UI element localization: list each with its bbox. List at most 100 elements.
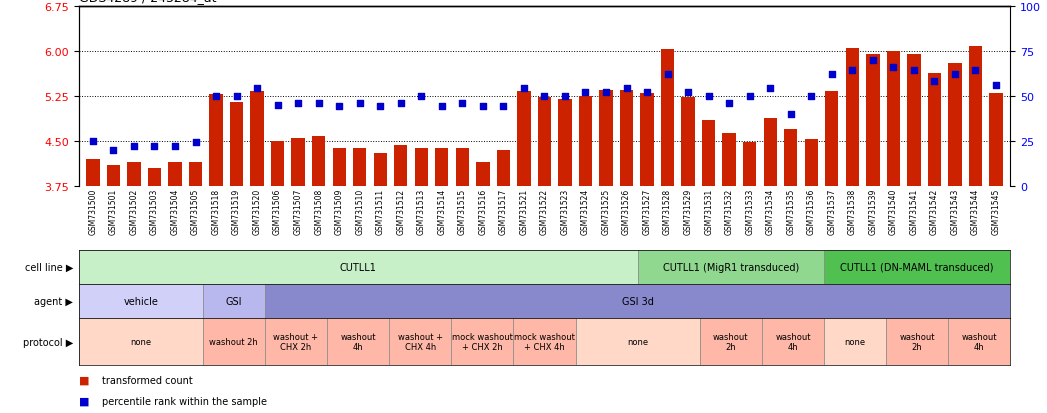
Bar	[701, 121, 715, 186]
Bar	[86, 159, 99, 186]
Bar	[271, 141, 285, 186]
Point	[454, 100, 471, 107]
Point	[433, 104, 450, 111]
Bar	[949, 64, 961, 186]
Text: protocol ▶: protocol ▶	[23, 337, 73, 347]
Text: GSM731526: GSM731526	[622, 188, 631, 234]
Point	[207, 93, 224, 100]
Point	[557, 93, 574, 100]
Bar	[866, 55, 879, 186]
Point	[987, 82, 1004, 89]
Point	[310, 100, 327, 107]
Bar	[846, 49, 859, 186]
Point	[660, 71, 676, 78]
Bar	[968, 47, 982, 186]
Text: GSM731536: GSM731536	[807, 188, 816, 235]
Text: GSM731515: GSM731515	[458, 188, 467, 234]
Text: washout
2h: washout 2h	[899, 332, 935, 351]
Bar	[763, 119, 777, 186]
Bar	[804, 140, 818, 186]
Bar	[886, 318, 949, 366]
Text: GSM731506: GSM731506	[273, 188, 282, 235]
Bar	[455, 149, 469, 186]
Text: GSM731538: GSM731538	[848, 188, 856, 234]
Bar	[353, 149, 366, 186]
Bar	[762, 318, 824, 366]
Text: GSM731527: GSM731527	[643, 188, 651, 234]
Bar	[620, 90, 633, 186]
Text: GSM731516: GSM731516	[478, 188, 487, 234]
Point	[926, 79, 942, 85]
Bar	[558, 100, 572, 186]
Text: GSM731520: GSM731520	[252, 188, 262, 234]
Bar	[415, 149, 428, 186]
Text: GSI: GSI	[225, 296, 242, 306]
Text: GSM731505: GSM731505	[191, 188, 200, 235]
Text: mock washout
+ CHX 4h: mock washout + CHX 4h	[514, 332, 575, 351]
Text: GSM731511: GSM731511	[376, 188, 384, 234]
Point	[166, 143, 183, 150]
Text: washout 2h: washout 2h	[209, 337, 259, 346]
Text: GSM731502: GSM731502	[130, 188, 138, 234]
Bar	[517, 92, 531, 186]
Bar	[661, 50, 674, 186]
Bar	[638, 250, 824, 284]
Bar	[230, 102, 243, 186]
Bar	[722, 134, 736, 186]
Point	[946, 71, 963, 78]
Text: ■: ■	[79, 375, 92, 385]
Bar	[451, 318, 513, 366]
Point	[249, 86, 266, 93]
Text: GSI 3d: GSI 3d	[622, 296, 653, 306]
Text: CUTLL1 (MigR1 transduced): CUTLL1 (MigR1 transduced)	[663, 262, 799, 272]
Text: CUTLL1: CUTLL1	[339, 262, 377, 272]
Text: GSM731542: GSM731542	[930, 188, 939, 234]
Point	[474, 104, 491, 111]
Text: GSM731528: GSM731528	[663, 188, 672, 234]
Point	[495, 104, 512, 111]
Text: GSM731541: GSM731541	[910, 188, 918, 234]
Point	[865, 57, 882, 64]
Text: GSM731522: GSM731522	[540, 188, 549, 234]
Text: GSM731503: GSM731503	[150, 188, 159, 235]
Text: CUTLL1 (DN-MAML transduced): CUTLL1 (DN-MAML transduced)	[841, 262, 994, 272]
Point	[126, 143, 142, 150]
Point	[105, 147, 121, 154]
Bar	[824, 318, 886, 366]
Point	[782, 111, 799, 118]
Text: none: none	[845, 337, 866, 346]
Bar	[188, 162, 202, 186]
Bar	[394, 146, 407, 186]
Bar	[576, 318, 699, 366]
Text: washout
4h: washout 4h	[961, 332, 997, 351]
Point	[187, 140, 204, 147]
Bar	[374, 153, 387, 186]
Text: GSM731510: GSM731510	[355, 188, 364, 234]
Text: GSM731501: GSM731501	[109, 188, 118, 234]
Text: cell line ▶: cell line ▶	[25, 262, 73, 272]
Text: washout
4h: washout 4h	[775, 332, 810, 351]
Text: GSM731543: GSM731543	[951, 188, 959, 235]
Bar	[513, 318, 576, 366]
Bar	[203, 284, 265, 318]
Text: washout
2h: washout 2h	[713, 332, 749, 351]
Text: GSM731508: GSM731508	[314, 188, 324, 234]
Point	[598, 90, 615, 96]
Bar	[148, 169, 161, 186]
Point	[536, 93, 553, 100]
Text: GSM731517: GSM731517	[498, 188, 508, 234]
Text: GSM731518: GSM731518	[211, 188, 221, 234]
Point	[577, 90, 594, 96]
Text: vehicle: vehicle	[124, 296, 158, 306]
Text: GSM731545: GSM731545	[992, 188, 1001, 235]
Point	[762, 86, 779, 93]
Bar	[107, 165, 120, 186]
Bar	[291, 138, 305, 186]
Bar	[825, 92, 839, 186]
Point	[680, 90, 696, 96]
Text: GSM731533: GSM731533	[745, 188, 754, 235]
Text: GSM731532: GSM731532	[725, 188, 734, 234]
Text: GSM731504: GSM731504	[171, 188, 179, 235]
Point	[228, 93, 245, 100]
Point	[515, 86, 532, 93]
